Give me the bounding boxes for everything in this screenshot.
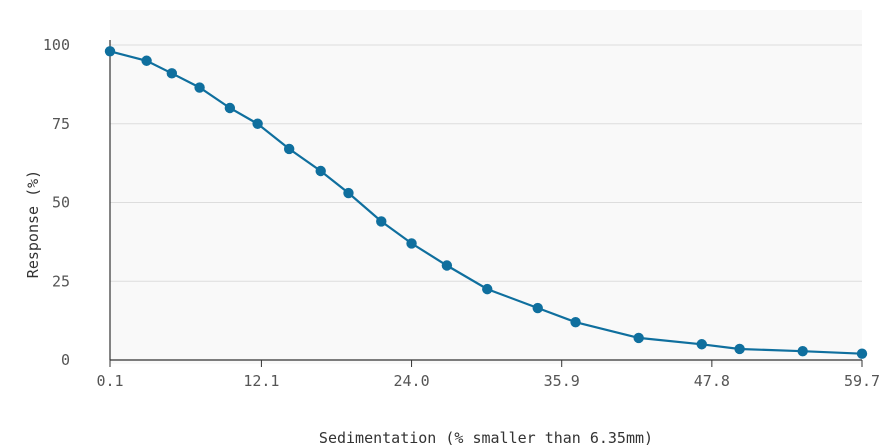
- y-tick-label: 25: [52, 272, 70, 290]
- axes: [109, 40, 863, 367]
- y-tick-label: 50: [52, 194, 70, 212]
- y-axis-title: Response (%): [24, 170, 42, 278]
- y-tick-label: 100: [43, 36, 70, 54]
- data-point: [532, 302, 543, 314]
- x-tick-label: 59.7: [844, 372, 880, 390]
- y-tick-label: 0: [61, 351, 70, 369]
- data-point: [570, 317, 581, 328]
- data-point: [252, 118, 263, 129]
- x-tick-label: 0.1: [96, 372, 123, 390]
- data-point: [797, 345, 808, 357]
- data-point: [734, 343, 745, 355]
- x-tick-label: 24.0: [393, 372, 429, 390]
- data-point: [856, 348, 868, 359]
- series-line: [109, 50, 863, 355]
- data-point: [224, 102, 236, 114]
- data-point: [696, 339, 707, 350]
- data-point: [315, 165, 326, 177]
- data-point: [141, 55, 152, 66]
- x-tick-label: 47.8: [694, 372, 730, 390]
- data-point: [406, 238, 417, 249]
- x-tick-labels: 0.1 12.1 24.0 35.9 47.8 59.7: [96, 372, 880, 390]
- y-tick-labels: 0 25 50 75 100: [43, 36, 70, 369]
- data-point: [283, 143, 295, 155]
- data-point: [482, 283, 493, 295]
- x-tick-label: 35.9: [544, 372, 580, 390]
- data-point: [441, 260, 453, 271]
- plot-background: [110, 10, 862, 364]
- y-tick-label: 75: [52, 115, 70, 133]
- data-point: [166, 68, 178, 79]
- data-point: [343, 187, 354, 199]
- gridlines: [110, 44, 862, 282]
- data-point: [104, 46, 116, 57]
- data-point: [194, 82, 205, 93]
- data-point: [376, 216, 387, 227]
- x-axis-title: Sedimentation (% smaller than 6.35mm): [319, 429, 653, 447]
- x-tick-label: 12.1: [243, 372, 279, 390]
- series-layer: [104, 46, 868, 359]
- data-point: [633, 332, 644, 344]
